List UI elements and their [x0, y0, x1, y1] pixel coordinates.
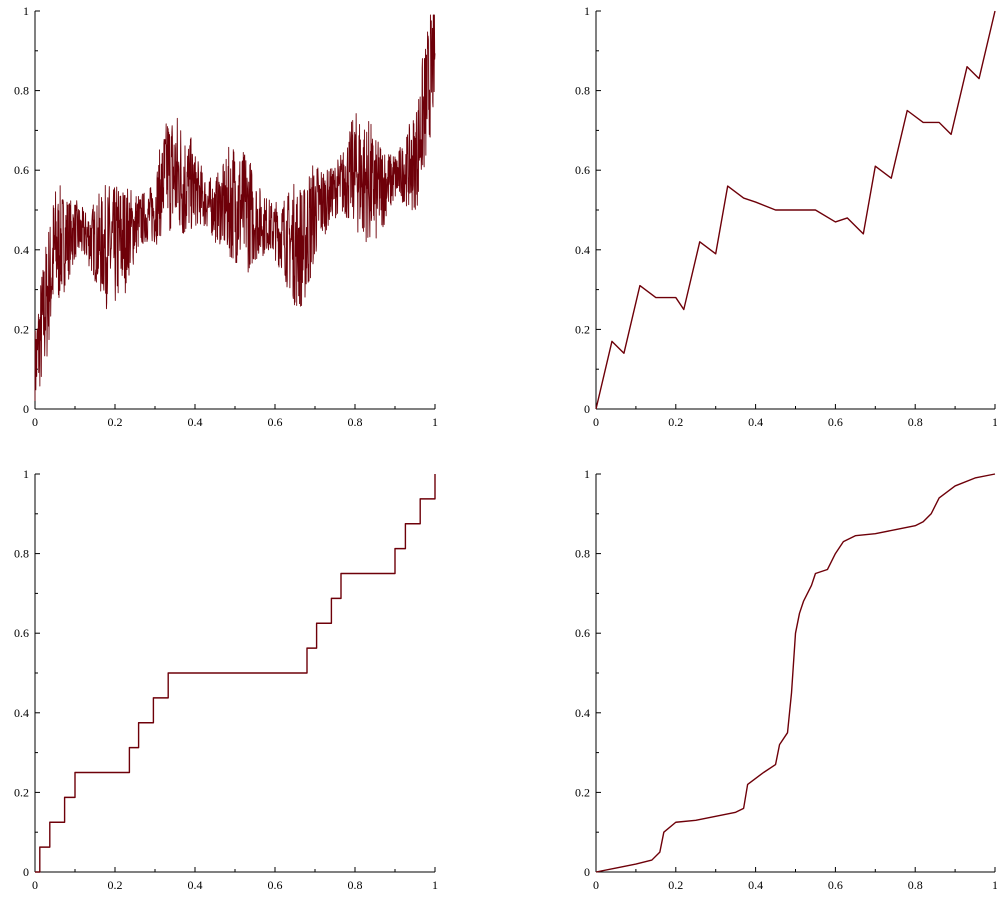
x-tick-label: 0.8: [908, 878, 923, 892]
x-tick-label: 0.4: [188, 878, 203, 892]
y-tick-label: 0.2: [575, 785, 590, 799]
x-tick-label: 0.8: [348, 878, 363, 892]
y-tick-label: 0.8: [575, 547, 590, 561]
x-tick-label: 0.4: [188, 415, 203, 429]
y-tick-label: 0.8: [14, 547, 29, 561]
series-line: [595, 10, 996, 410]
x-tick-label: 0.2: [668, 878, 683, 892]
y-tick-label: 0.8: [14, 84, 29, 98]
y-tick-label: 0.6: [14, 163, 29, 177]
y-tick-label: 1: [584, 467, 590, 481]
y-tick-label: 0: [23, 865, 29, 879]
x-tick-label: 0.6: [828, 878, 843, 892]
y-tick-label: 0: [584, 402, 590, 416]
x-tick-label: 1: [992, 415, 997, 429]
y-tick-label: 0.2: [14, 322, 29, 336]
x-tick-label: 0.8: [348, 415, 363, 429]
series-line: [595, 473, 996, 873]
x-tick-label: 1: [432, 878, 438, 892]
series-line: [35, 474, 436, 873]
chart-panel-bottom-right: 0 0.2 0.4 0.6 0.8 1 0 0.2 0.4 0.6 0.8 1: [575, 467, 997, 892]
y-tick-label: 0.6: [575, 163, 590, 177]
x-tick-label: 0.2: [668, 415, 683, 429]
y-tick-label: 0.4: [575, 706, 590, 720]
x-tick-label: 0.8: [908, 415, 923, 429]
y-tick-label: 0: [584, 865, 590, 879]
x-tick-label: 0.2: [108, 878, 123, 892]
x-tick-label: 0.4: [748, 415, 763, 429]
x-tick-label: 0: [32, 415, 38, 429]
x-tick-label: 1: [992, 878, 997, 892]
y-tick-label: 0.4: [575, 243, 590, 257]
y-tick-label: 0.2: [575, 322, 590, 336]
chart-panel-top-left: 0 0.2 0.4 0.6 0.8 1 0 0.2 0.4 0.6 0.8 1: [14, 4, 438, 429]
y-tick-label: 1: [23, 467, 29, 481]
chart-panel-bottom-left: 0 0.2 0.4 0.6 0.8 1 0 0.2 0.4 0.6 0.8 1: [14, 467, 438, 892]
x-tick-label: 0: [593, 415, 599, 429]
x-tick-label: 0.2: [108, 415, 123, 429]
y-tick-label: 1: [584, 4, 590, 18]
x-tick-label: 0.6: [268, 878, 283, 892]
x-tick-label: 1: [432, 415, 438, 429]
x-tick-label: 0: [32, 878, 38, 892]
y-tick-label: 0.6: [575, 626, 590, 640]
y-tick-label: 0.4: [14, 243, 29, 257]
chart-panel-top-right: 0 0.2 0.4 0.6 0.8 1 0 0.2 0.4 0.6 0.8 1: [575, 4, 997, 429]
x-tick-label: 0.4: [748, 878, 763, 892]
y-tick-label: 0.6: [14, 626, 29, 640]
y-tick-label: 0.8: [575, 84, 590, 98]
y-tick-label: 0.2: [14, 785, 29, 799]
y-tick-label: 1: [23, 4, 29, 18]
x-tick-label: 0.6: [268, 415, 283, 429]
x-tick-label: 0.6: [828, 415, 843, 429]
series-line: [34, 14, 436, 402]
y-tick-label: 0: [23, 402, 29, 416]
y-tick-label: 0.4: [14, 706, 29, 720]
x-tick-label: 0: [593, 878, 599, 892]
